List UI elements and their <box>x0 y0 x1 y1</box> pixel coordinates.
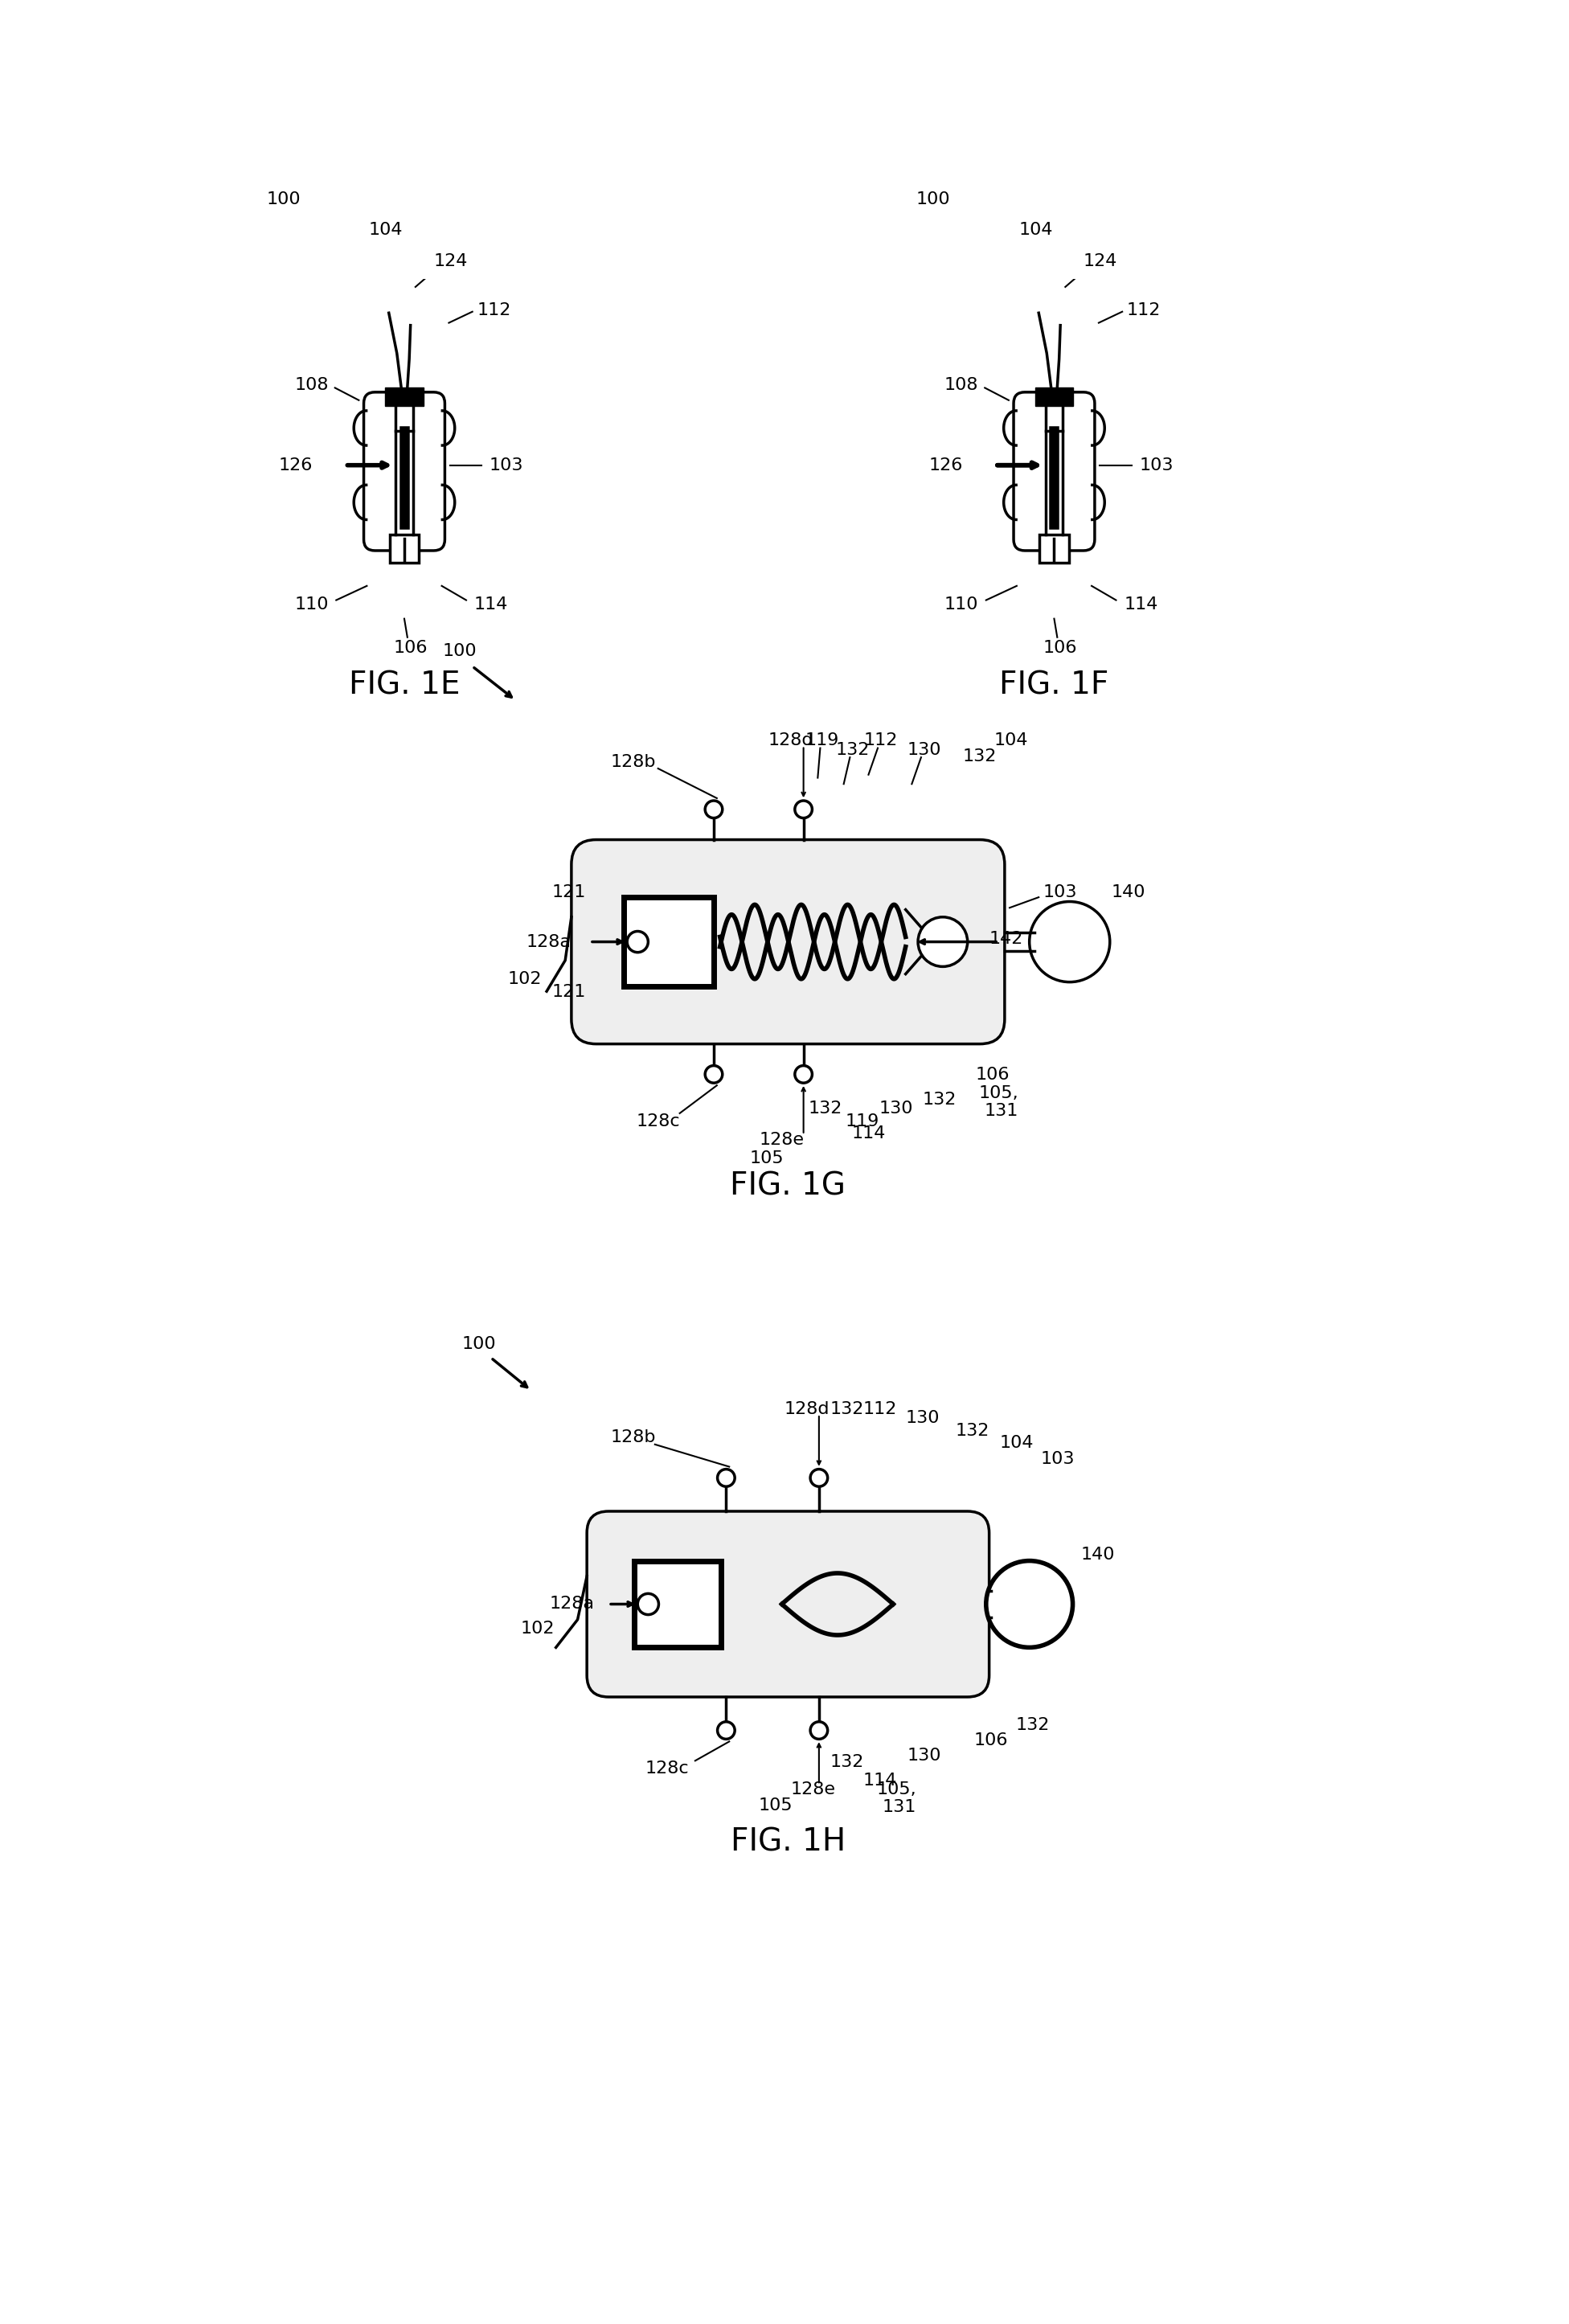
Text: 119: 119 <box>846 1113 879 1129</box>
Text: 110: 110 <box>945 597 979 614</box>
Bar <box>634 1562 722 1648</box>
Text: 100: 100 <box>916 191 951 207</box>
Text: 124: 124 <box>1084 253 1117 270</box>
Text: 140: 140 <box>1111 883 1145 899</box>
Text: 103: 103 <box>490 458 524 474</box>
Text: 103: 103 <box>1139 458 1174 474</box>
Text: 132: 132 <box>963 748 996 765</box>
Text: 128d: 128d <box>784 1401 830 1418</box>
Text: 104: 104 <box>993 732 1028 748</box>
Text: 112: 112 <box>1127 302 1161 318</box>
Text: 114: 114 <box>863 1773 896 1789</box>
Text: 132: 132 <box>956 1422 990 1439</box>
Text: 128b: 128b <box>610 755 656 769</box>
Text: 128e: 128e <box>791 1783 835 1799</box>
Text: 106: 106 <box>394 639 428 655</box>
Text: 131: 131 <box>984 1104 1018 1118</box>
Text: FIG. 1F: FIG. 1F <box>999 669 1109 700</box>
Text: 102: 102 <box>508 971 541 988</box>
Circle shape <box>795 1067 813 1083</box>
Circle shape <box>1029 902 1109 983</box>
Text: 114: 114 <box>1123 597 1158 614</box>
Bar <box>624 897 714 988</box>
Text: 132: 132 <box>830 1755 865 1771</box>
Text: 128e: 128e <box>759 1132 805 1148</box>
Text: 103: 103 <box>1040 1450 1075 1466</box>
Text: 132: 132 <box>1015 1717 1050 1734</box>
Circle shape <box>717 1722 734 1738</box>
Text: 128c: 128c <box>645 1759 689 1776</box>
Text: 128c: 128c <box>635 1113 679 1129</box>
Text: 124: 124 <box>433 253 468 270</box>
Text: 110: 110 <box>295 597 328 614</box>
Text: 114: 114 <box>852 1125 885 1141</box>
Text: 132: 132 <box>836 741 871 758</box>
Text: 121: 121 <box>552 883 585 899</box>
Text: 130: 130 <box>905 1411 940 1427</box>
Bar <box>389 535 419 562</box>
Text: 130: 130 <box>907 1748 941 1764</box>
Text: 130: 130 <box>879 1102 913 1118</box>
FancyBboxPatch shape <box>1014 393 1095 551</box>
Bar <box>1039 535 1068 562</box>
Circle shape <box>717 1469 734 1487</box>
Text: 106: 106 <box>974 1731 1009 1748</box>
Text: 108: 108 <box>295 376 328 393</box>
Text: FIG. 1E: FIG. 1E <box>348 669 460 700</box>
Text: 102: 102 <box>521 1620 554 1636</box>
Text: 100: 100 <box>442 644 477 660</box>
Text: 132: 132 <box>830 1401 865 1418</box>
Text: 104: 104 <box>369 221 403 237</box>
Text: 100: 100 <box>461 1336 496 1353</box>
Text: 105: 105 <box>758 1796 792 1813</box>
Circle shape <box>918 918 968 967</box>
Circle shape <box>810 1469 827 1487</box>
Text: 130: 130 <box>907 741 941 758</box>
Circle shape <box>985 1562 1073 1648</box>
Circle shape <box>628 932 648 953</box>
Text: 114: 114 <box>474 597 508 614</box>
Circle shape <box>704 802 722 818</box>
Text: 108: 108 <box>945 376 979 393</box>
Text: 106: 106 <box>1043 639 1078 655</box>
FancyBboxPatch shape <box>571 839 1004 1043</box>
Circle shape <box>795 802 813 818</box>
Text: FIG. 1G: FIG. 1G <box>730 1171 846 1202</box>
Text: 105: 105 <box>750 1150 783 1167</box>
Circle shape <box>810 1722 827 1738</box>
Text: FIG. 1H: FIG. 1H <box>731 1827 846 1857</box>
FancyBboxPatch shape <box>587 1511 988 1697</box>
Circle shape <box>704 1067 722 1083</box>
Text: 128b: 128b <box>610 1429 656 1446</box>
Text: 100: 100 <box>267 191 301 207</box>
Text: 128a: 128a <box>549 1597 595 1613</box>
Text: 132: 132 <box>923 1092 957 1109</box>
Text: 112: 112 <box>477 302 511 318</box>
Text: 126: 126 <box>929 458 963 474</box>
Text: 128a: 128a <box>526 934 571 951</box>
Text: 121: 121 <box>552 983 585 999</box>
Text: 128d: 128d <box>769 732 814 748</box>
Text: 104: 104 <box>999 1436 1034 1450</box>
Bar <box>384 388 424 407</box>
Text: 131: 131 <box>882 1799 916 1815</box>
Text: 140: 140 <box>1081 1545 1114 1562</box>
FancyBboxPatch shape <box>364 393 446 551</box>
Text: 105,: 105, <box>877 1783 916 1799</box>
Text: 103: 103 <box>1043 883 1078 899</box>
Text: 112: 112 <box>863 1401 896 1418</box>
Text: 126: 126 <box>279 458 312 474</box>
Text: 104: 104 <box>1018 221 1053 237</box>
Text: 105,: 105, <box>979 1085 1018 1102</box>
Text: 132: 132 <box>808 1102 843 1118</box>
Bar <box>1036 388 1073 407</box>
Text: 106: 106 <box>976 1067 1009 1083</box>
Text: 142: 142 <box>988 930 1023 946</box>
Text: 112: 112 <box>865 732 897 748</box>
Circle shape <box>637 1594 659 1615</box>
Text: 119: 119 <box>805 732 839 748</box>
